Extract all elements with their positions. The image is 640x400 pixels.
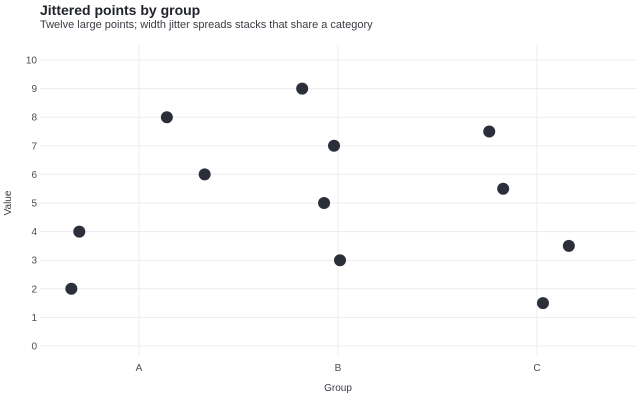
y-tick-label: 3 bbox=[31, 256, 37, 267]
x-tick-label: A bbox=[136, 363, 143, 374]
data-points bbox=[65, 82, 575, 310]
y-axis-title: Value bbox=[3, 190, 14, 215]
data-point bbox=[333, 254, 346, 267]
y-tick-label: 6 bbox=[31, 170, 37, 181]
y-tick-label: 7 bbox=[31, 141, 37, 152]
y-tick-label: 10 bbox=[26, 56, 38, 67]
data-point bbox=[198, 168, 211, 181]
y-tick-labels: 0 1 2 3 4 5 6 7 8 9 10 bbox=[26, 56, 38, 353]
y-tick-label: 5 bbox=[31, 199, 37, 210]
x-tick-label: C bbox=[533, 363, 540, 374]
data-point bbox=[318, 197, 331, 209]
data-point bbox=[497, 182, 510, 195]
data-point bbox=[160, 111, 173, 124]
data-point bbox=[65, 282, 78, 295]
data-point bbox=[73, 225, 86, 238]
data-point bbox=[296, 82, 309, 95]
x-axis-title: Group bbox=[324, 383, 352, 394]
x-tick-labels: A B C bbox=[136, 363, 541, 374]
y-tick-label: 0 bbox=[31, 342, 37, 353]
y-tick-label: 4 bbox=[31, 227, 37, 238]
data-point bbox=[562, 239, 575, 252]
data-point bbox=[483, 125, 496, 138]
y-tick-label: 2 bbox=[31, 284, 37, 295]
chart-subtitle: Twelve large points; width jitter spread… bbox=[40, 19, 373, 31]
y-tick-label: 9 bbox=[31, 84, 37, 95]
grid-lines bbox=[40, 45, 636, 356]
y-tick-label: 1 bbox=[31, 313, 37, 324]
data-point bbox=[328, 139, 341, 152]
data-point bbox=[536, 297, 549, 310]
x-tick-label: B bbox=[335, 363, 342, 374]
y-tick-label: 8 bbox=[31, 113, 37, 124]
chart-title: Jittered points by group bbox=[40, 2, 201, 18]
